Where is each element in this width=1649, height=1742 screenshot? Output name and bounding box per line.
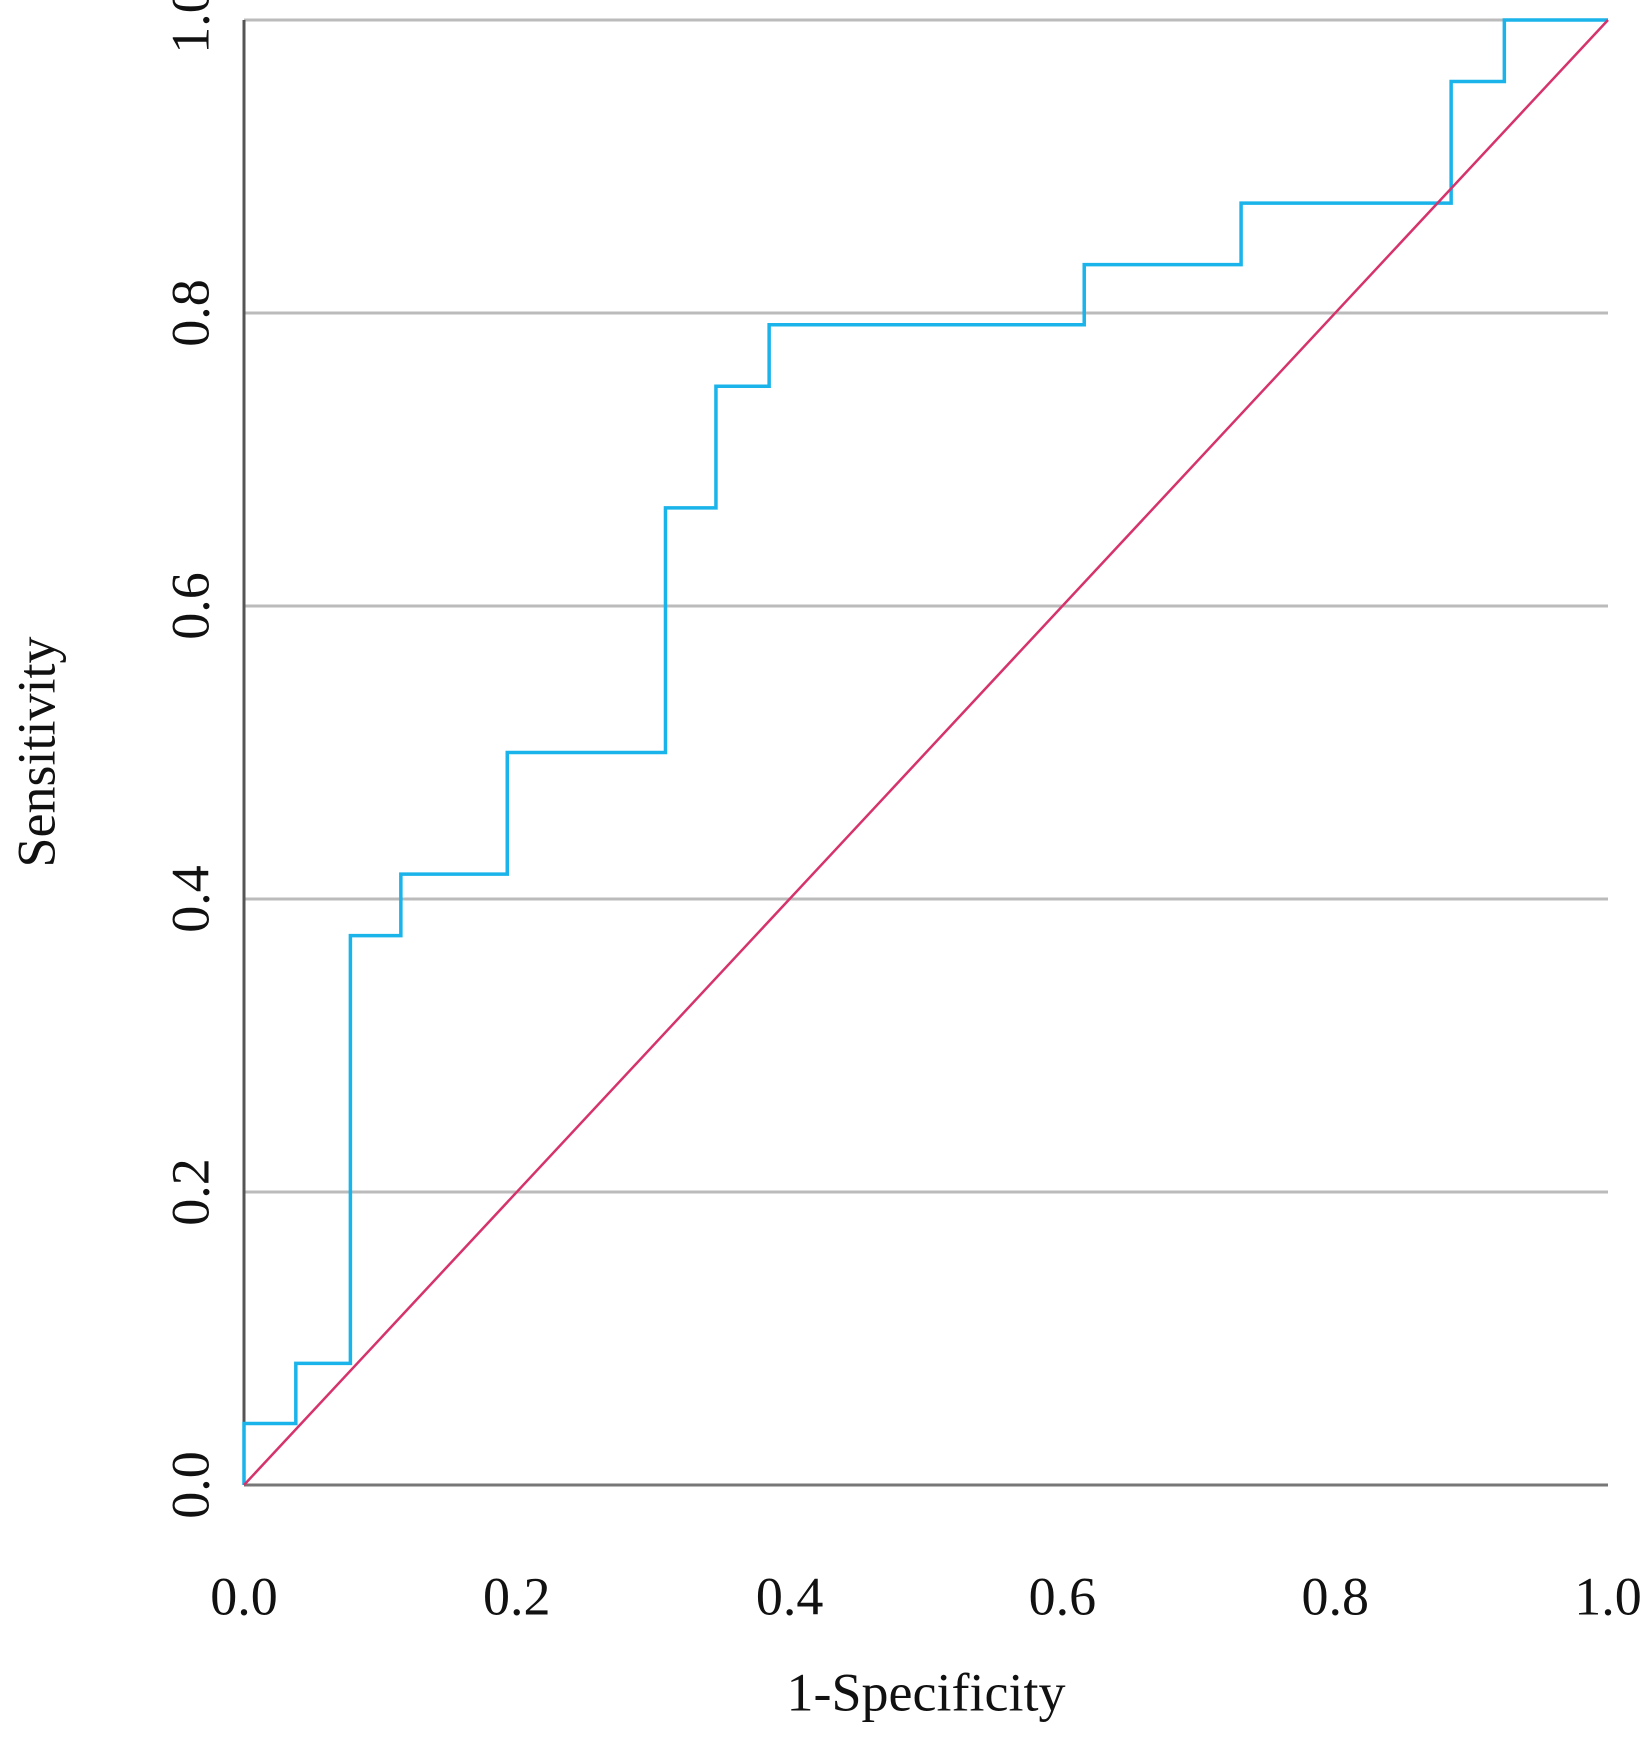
data-line <box>243 19 1609 1486</box>
x-tick-label: 0.0 <box>210 1566 278 1626</box>
y-axis-title: Sensitivity <box>6 636 66 867</box>
y-tick-label: 0.0 <box>160 1451 220 1519</box>
x-tick-label: 0.6 <box>1029 1566 1097 1626</box>
y-tick-label: 0.2 <box>160 1158 220 1226</box>
x-axis-title: 1-Specificity <box>787 1662 1066 1722</box>
y-tick-label: 1.0 <box>160 0 220 54</box>
x-tick-label: 0.8 <box>1301 1566 1369 1626</box>
x-tick-label: 0.4 <box>756 1566 824 1626</box>
data-line <box>242 18 1608 1485</box>
y-tick-label: 0.6 <box>160 572 220 640</box>
x-tick-label: 1.0 <box>1574 1566 1642 1626</box>
x-tick-label: 0.2 <box>483 1566 551 1626</box>
y-tick-label: 0.8 <box>160 279 220 347</box>
y-tick-label: 0.4 <box>160 865 220 933</box>
